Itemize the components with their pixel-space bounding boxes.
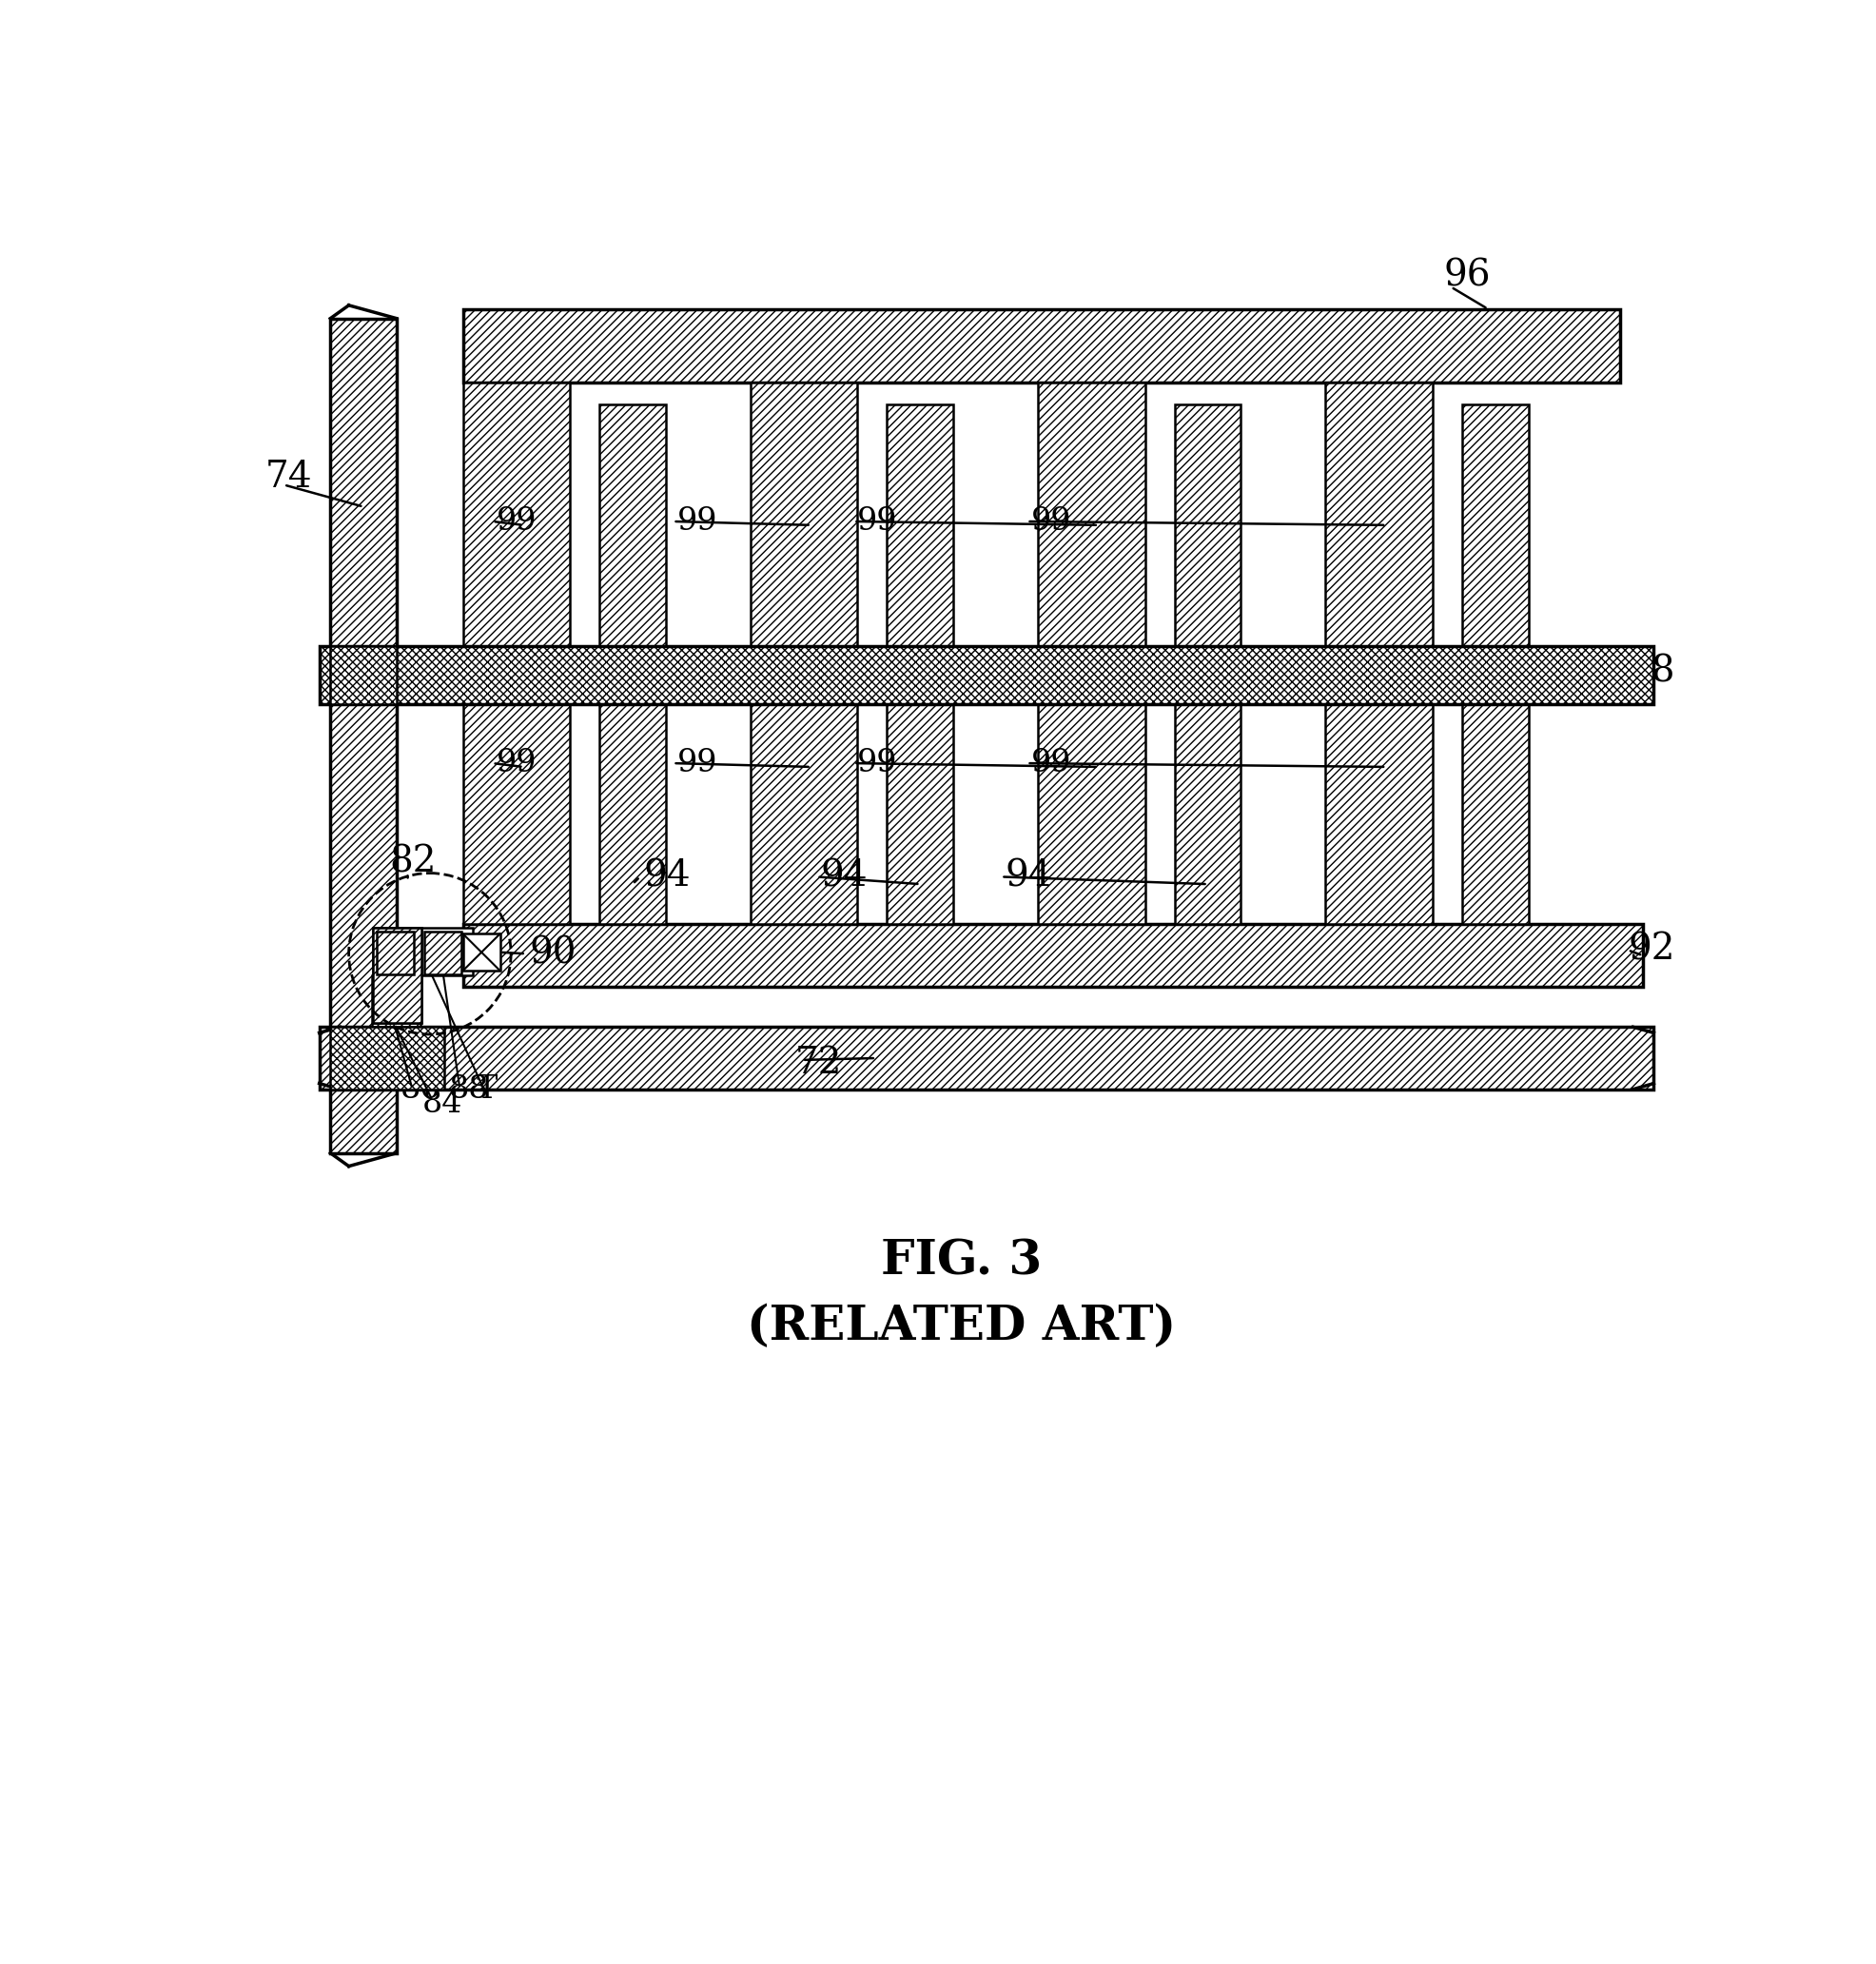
Text: 99: 99 [857, 507, 899, 536]
Text: 99: 99 [677, 748, 717, 778]
Text: 98: 98 [1628, 654, 1675, 689]
Text: 96: 96 [1445, 259, 1491, 293]
Bar [424, 931, 461, 974]
Bar [463, 925, 1643, 986]
Text: 90: 90 [529, 937, 576, 972]
Bar [1037, 383, 1144, 646]
Bar [373, 929, 420, 1023]
Text: 99: 99 [677, 507, 717, 536]
Bar [750, 383, 857, 646]
Bar [463, 705, 570, 925]
Text: 94: 94 [1006, 858, 1052, 894]
Bar [600, 405, 666, 646]
Text: 99: 99 [1030, 507, 1071, 536]
Text: (RELATED ART): (RELATED ART) [747, 1304, 1176, 1351]
Text: 99: 99 [857, 748, 899, 778]
Bar [330, 318, 396, 1153]
Bar [319, 646, 1655, 705]
Text: T: T [477, 1074, 497, 1104]
Bar [377, 931, 413, 974]
Text: 82: 82 [390, 845, 437, 880]
Text: 74: 74 [266, 460, 313, 495]
Text: 99: 99 [497, 507, 537, 536]
Text: 92: 92 [1628, 933, 1675, 968]
Bar [887, 405, 953, 646]
Bar [463, 935, 499, 970]
Bar [1174, 405, 1240, 646]
Text: 99: 99 [1030, 748, 1071, 778]
Bar [463, 383, 570, 646]
Text: 86: 86 [400, 1074, 441, 1104]
Bar [330, 646, 396, 705]
Text: 99: 99 [497, 748, 537, 778]
Bar [1037, 705, 1144, 925]
Bar [750, 705, 857, 925]
Text: 94: 94 [643, 858, 690, 894]
Bar [600, 705, 666, 925]
Bar [330, 1027, 445, 1090]
Bar [1326, 383, 1433, 646]
Text: 84: 84 [422, 1088, 463, 1119]
Text: FIG. 3: FIG. 3 [882, 1237, 1041, 1284]
Bar [1461, 705, 1529, 925]
Bar [319, 1027, 1655, 1090]
Bar [373, 929, 420, 1023]
Text: 72: 72 [795, 1047, 842, 1082]
Bar [377, 929, 473, 976]
Bar [887, 705, 953, 925]
Bar [1174, 705, 1240, 925]
Text: 94: 94 [820, 858, 869, 894]
Text: 88: 88 [448, 1074, 490, 1104]
Bar [1326, 705, 1433, 925]
Bar [1461, 405, 1529, 646]
Bar [463, 308, 1621, 383]
Bar [371, 976, 420, 1027]
